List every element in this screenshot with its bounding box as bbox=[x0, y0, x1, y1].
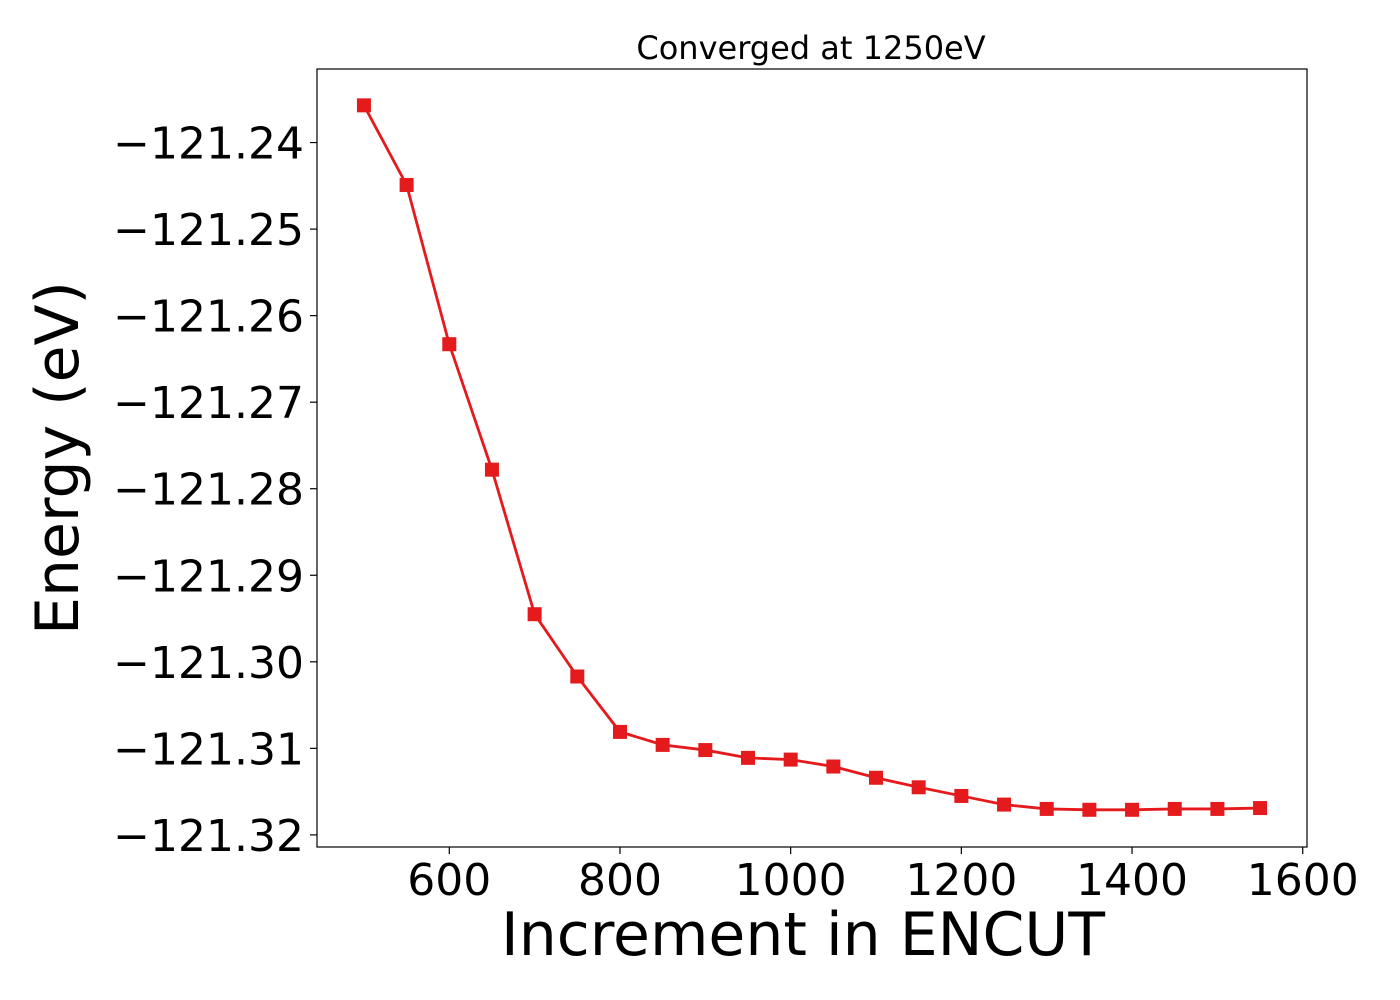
x-tick-label: 1400 bbox=[1076, 855, 1188, 906]
chart-title: Converged at 1250eV bbox=[636, 29, 985, 67]
data-point-marker bbox=[612, 724, 627, 739]
data-point-marker bbox=[1125, 802, 1140, 817]
x-tick-label: 1600 bbox=[1247, 855, 1359, 906]
data-point-marker bbox=[869, 770, 884, 785]
data-point-marker bbox=[1039, 801, 1054, 816]
x-tick-label: 600 bbox=[407, 855, 491, 906]
energy-series-markers bbox=[356, 98, 1268, 817]
data-point-marker bbox=[1210, 801, 1225, 816]
data-point-marker bbox=[783, 752, 798, 767]
x-tick-label: 1000 bbox=[735, 855, 847, 906]
data-point-marker bbox=[484, 462, 499, 477]
data-point-marker bbox=[826, 759, 841, 774]
y-axis-title: Energy (eV) bbox=[23, 281, 93, 635]
x-tick-label: 1200 bbox=[905, 855, 1017, 906]
energy-series-line bbox=[362, 104, 1261, 812]
data-point-marker bbox=[442, 337, 457, 352]
y-tick-label: −121.32 bbox=[113, 811, 304, 862]
data-point-marker bbox=[1253, 801, 1268, 816]
data-point-marker bbox=[356, 98, 371, 113]
data-point-marker bbox=[954, 788, 969, 803]
data-point-marker bbox=[399, 177, 414, 192]
y-tick-label: −121.27 bbox=[113, 378, 304, 429]
data-point-marker bbox=[740, 750, 755, 765]
data-point-marker bbox=[1167, 801, 1182, 816]
data-point-marker bbox=[911, 780, 926, 795]
data-point-marker bbox=[698, 743, 713, 758]
data-point-marker bbox=[570, 669, 585, 684]
y-tick-label: −121.28 bbox=[113, 465, 304, 516]
x-tick-label: 800 bbox=[578, 855, 662, 906]
data-point-marker bbox=[1082, 802, 1097, 817]
x-axis: 600 800 1000 1200 1400 1600 bbox=[407, 847, 1359, 906]
y-tick-label: −121.24 bbox=[113, 119, 304, 170]
x-axis-title: Increment in ENCUT bbox=[501, 900, 1105, 970]
data-point-marker bbox=[997, 797, 1012, 812]
y-tick-label: −121.26 bbox=[113, 292, 304, 343]
y-tick-label: −121.25 bbox=[113, 205, 304, 256]
data-point-marker bbox=[527, 607, 542, 622]
data-point-marker bbox=[655, 737, 670, 752]
y-axis: −121.24 −121.25 −121.26 −121.27 −121.28 −121.… bbox=[113, 119, 317, 862]
plot-area-frame bbox=[316, 68, 1308, 848]
y-tick-label: −121.30 bbox=[113, 638, 304, 689]
y-tick-label: −121.29 bbox=[113, 551, 304, 602]
y-tick-label: −121.31 bbox=[113, 724, 304, 775]
